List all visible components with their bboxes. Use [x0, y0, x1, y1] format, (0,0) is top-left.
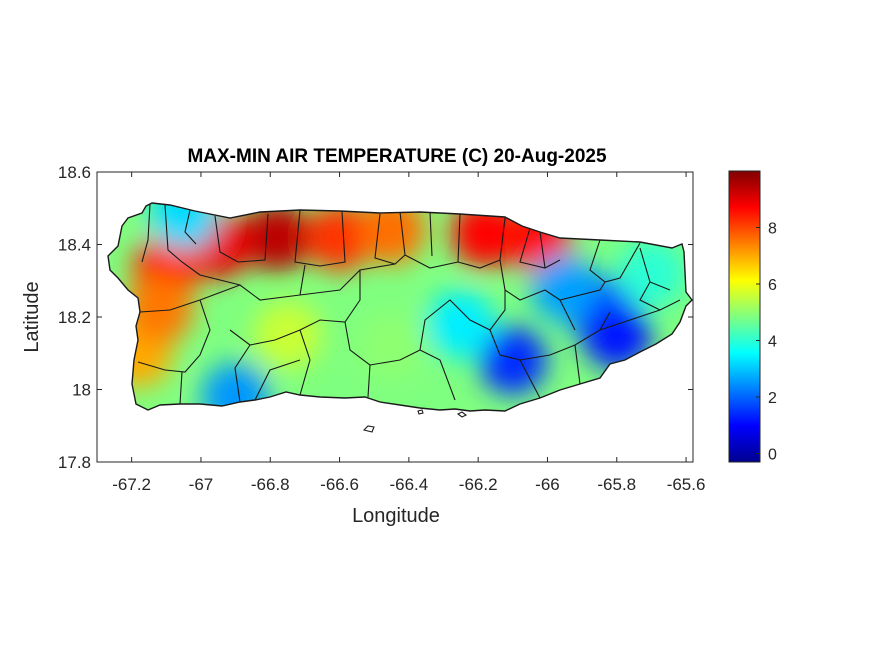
x-tick-label: -67: [189, 475, 214, 494]
small-cay: [417, 409, 424, 415]
x-tick-label: -67.2: [112, 475, 151, 494]
y-axis-label: Latitude: [21, 281, 43, 352]
y-tick-label: 18: [72, 381, 91, 400]
x-tick-label: -66.4: [389, 475, 428, 494]
island-outline: [107, 202, 693, 412]
field-hotspots: [108, 203, 686, 411]
x-tick-label: -65.6: [667, 475, 706, 494]
y-tick-label: 18.2: [58, 308, 91, 327]
colorbar: [728, 170, 761, 463]
field-hotspot: [201, 362, 270, 411]
boundary-line: [137, 203, 681, 405]
x-tick-label: -66.6: [320, 475, 359, 494]
colorbar-tick-label: 8: [768, 221, 777, 238]
y-tick-labels: 17.8 18 18.2 18.4 18.6: [58, 163, 91, 472]
field-hotspot: [243, 203, 312, 272]
colorbar-tick-label: 0: [768, 447, 777, 464]
x-tick-labels: -67.2 -67 -66.8 -66.6 -66.4 -66.2 -66 -65.8 -65.…: [112, 475, 705, 494]
field-hotspot: [426, 290, 495, 359]
small-cay: [456, 411, 468, 418]
small-cay: [362, 425, 375, 433]
x-tick-label: -66.8: [251, 475, 290, 494]
colorbar-tick-label: 6: [768, 277, 777, 294]
colorbar-tick-label: 4: [768, 334, 777, 351]
colorbar-ticks: 0 2 4 6 8: [756, 221, 777, 464]
island-temperature-field: [108, 203, 692, 411]
field-hotspot: [582, 301, 651, 370]
x-tick-label: -65.8: [597, 475, 636, 494]
y-tick-label: 18.4: [58, 236, 91, 255]
field-hotspot: [357, 312, 426, 380]
field-hotspot: [530, 254, 599, 322]
field-hotspot: [125, 275, 194, 344]
tick-marks: [97, 171, 693, 463]
municipality-boundaries: [107, 202, 693, 433]
y-tick-label: 17.8: [58, 453, 91, 472]
x-tick-label: -66: [535, 475, 560, 494]
chart-title: MAX-MIN AIR TEMPERATURE (C) 20-Aug-2025: [187, 146, 607, 167]
y-tick-label: 18.6: [58, 163, 91, 182]
field-hotspot: [617, 239, 686, 308]
x-tick-label: -66.2: [459, 475, 498, 494]
x-axis-label: Longitude: [352, 505, 440, 527]
field-hotspot: [305, 203, 374, 272]
colorbar-tick-label: 2: [768, 390, 777, 407]
